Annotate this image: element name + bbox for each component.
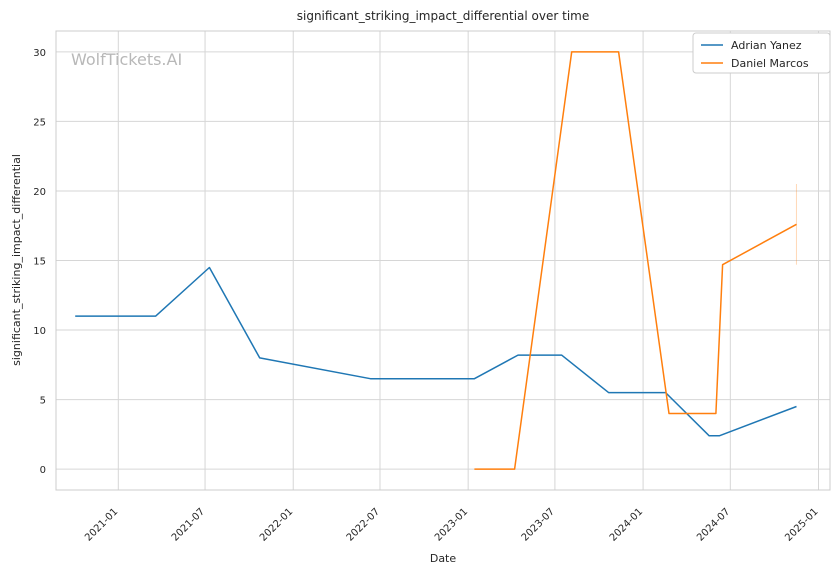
data-point-adrian-yanez bbox=[154, 315, 157, 318]
y-tick-label: 5 bbox=[40, 396, 46, 407]
chart-title: significant_striking_impact_differential… bbox=[297, 9, 589, 23]
data-point-daniel-marcos bbox=[570, 50, 573, 53]
x-axis-label: Date bbox=[430, 552, 457, 565]
data-point-adrian-yanez bbox=[74, 315, 77, 318]
legend-label-daniel-marcos: Daniel Marcos bbox=[731, 57, 809, 70]
data-point-daniel-marcos bbox=[714, 412, 717, 415]
y-tick-label: 15 bbox=[33, 257, 46, 268]
data-point-adrian-yanez bbox=[795, 405, 798, 408]
watermark: WolfTickets.AI bbox=[71, 50, 182, 69]
plot-frame bbox=[55, 30, 831, 491]
y-tick-label: 0 bbox=[40, 465, 46, 476]
y-axis-label: significant_striking_impact_differential bbox=[10, 154, 23, 366]
y-tick-label: 25 bbox=[33, 117, 46, 128]
data-point-daniel-marcos bbox=[513, 468, 516, 471]
series-line-daniel-marcos bbox=[474, 51, 797, 470]
data-point-daniel-marcos bbox=[667, 412, 670, 415]
data-point-adrian-yanez bbox=[473, 377, 476, 380]
data-point-daniel-marcos bbox=[721, 263, 724, 266]
legend: Adrian Yanez Daniel Marcos bbox=[692, 32, 831, 74]
data-point-adrian-yanez bbox=[607, 391, 610, 394]
legend-box bbox=[692, 32, 831, 74]
data-point-adrian-yanez bbox=[708, 434, 711, 437]
y-tick-label: 20 bbox=[33, 187, 46, 198]
legend-label-adrian-yanez: Adrian Yanez bbox=[731, 39, 802, 52]
data-point-adrian-yanez bbox=[560, 354, 563, 357]
y-tick-label: 10 bbox=[33, 326, 46, 337]
data-point-daniel-marcos bbox=[473, 468, 476, 471]
series-line-adrian-yanez bbox=[75, 266, 797, 437]
data-point-adrian-yanez bbox=[718, 434, 721, 437]
series-layer bbox=[74, 50, 798, 471]
data-point-adrian-yanez bbox=[258, 356, 261, 359]
data-point-adrian-yanez bbox=[369, 377, 372, 380]
y-tick-label: 30 bbox=[33, 48, 46, 59]
grid bbox=[56, 31, 830, 490]
data-point-daniel-marcos bbox=[617, 50, 620, 53]
data-point-adrian-yanez bbox=[208, 266, 211, 269]
data-point-adrian-yanez bbox=[517, 354, 520, 357]
